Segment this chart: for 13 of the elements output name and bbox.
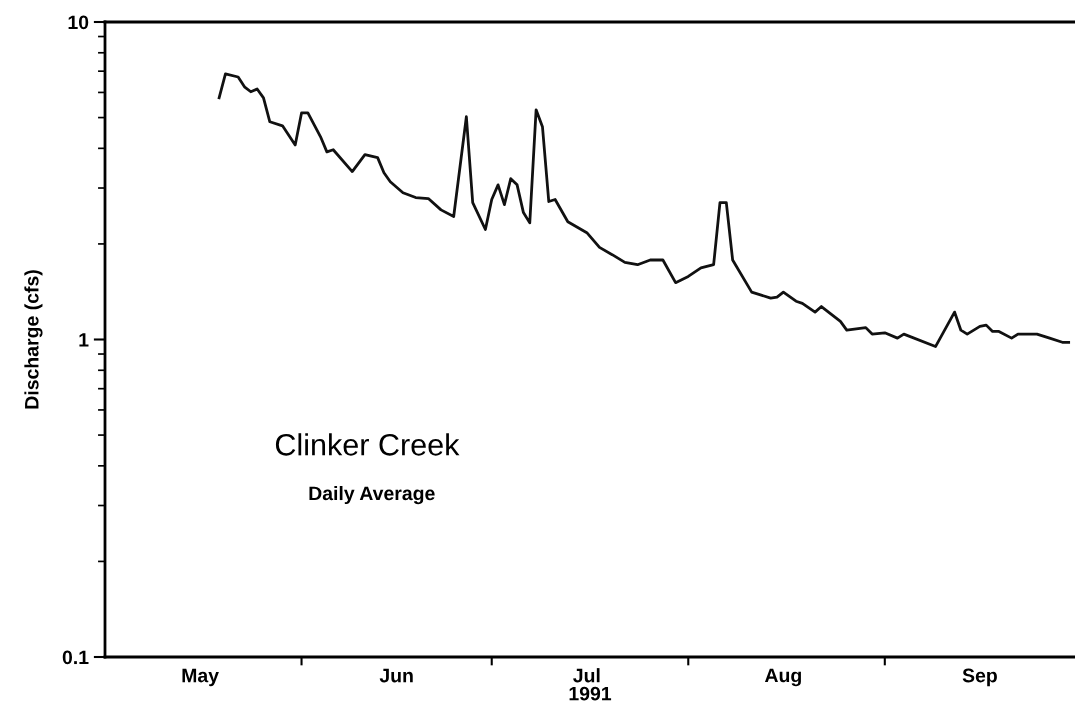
annotation: Daily Average	[309, 485, 435, 505]
annotation: Clinker Creek	[275, 433, 460, 456]
x-tick-label: Jun	[379, 668, 413, 683]
x-tick-label: Jul	[573, 668, 600, 683]
x-tick-label: Sep	[962, 668, 997, 687]
y-tick-label: 10	[68, 15, 89, 30]
x-axis-title: 1991	[569, 686, 612, 701]
x-tick-label: May	[182, 668, 219, 687]
line-series	[217, 72, 1071, 348]
x-tick-label: Aug	[764, 668, 801, 687]
y-tick-label: 0.1	[62, 650, 89, 665]
y-axis-title: Discharge (cfs)	[24, 270, 43, 409]
y-tick-label: 1	[79, 333, 89, 347]
